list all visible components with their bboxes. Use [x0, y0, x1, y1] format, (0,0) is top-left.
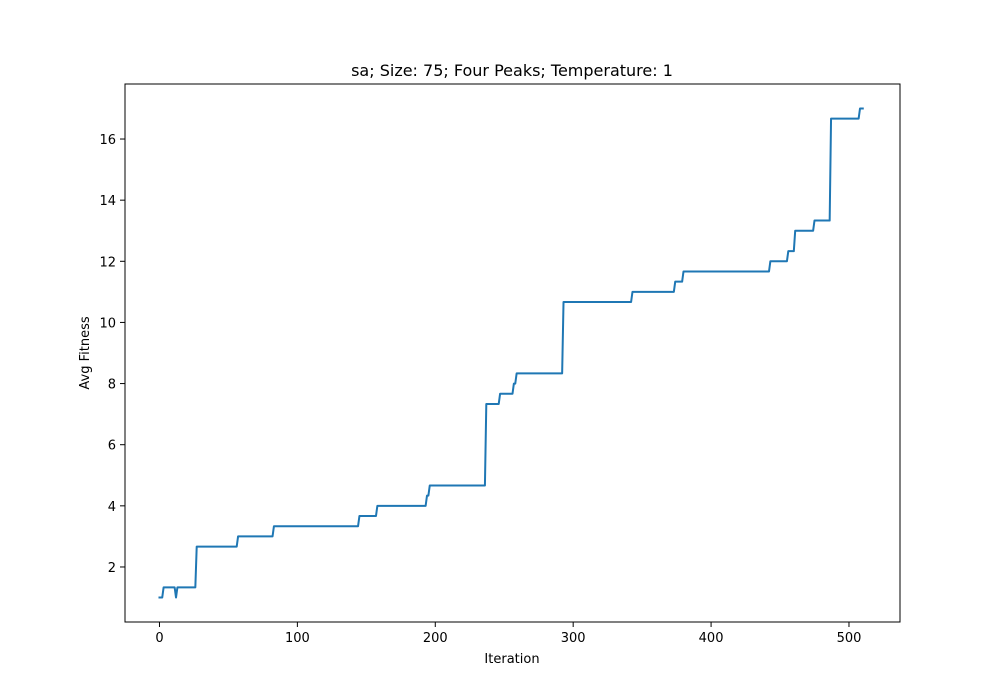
x-tick-label: 300 [561, 631, 586, 646]
x-tick-label: 200 [423, 631, 448, 646]
y-tick-label: 2 [108, 561, 116, 576]
y-tick-label: 8 [108, 378, 116, 393]
y-tick-label: 16 [99, 133, 116, 148]
axes-frame [124, 83, 901, 623]
plot-area: 0 100 200 300 400 500 2 4 6 8 10 12 14 16 [99, 83, 901, 646]
chart-title: sa; Size: 75; Four Peaks; Temperature: 1 [351, 61, 673, 80]
x-tick-label: 100 [285, 631, 310, 646]
y-tick-label: 14 [99, 194, 116, 209]
y-tick-label: 10 [99, 316, 116, 331]
x-tick-label: 500 [837, 631, 862, 646]
y-tick-label: 12 [99, 255, 116, 270]
x-axis-label: Iteration [484, 652, 539, 667]
y-tick-label: 4 [108, 500, 116, 515]
y-tick-label: 6 [108, 439, 116, 454]
series-line-0 [158, 107, 864, 599]
x-tick-label: 400 [699, 631, 724, 646]
x-tick-label: 0 [155, 631, 163, 646]
y-axis-label: Avg Fitness [78, 316, 93, 389]
